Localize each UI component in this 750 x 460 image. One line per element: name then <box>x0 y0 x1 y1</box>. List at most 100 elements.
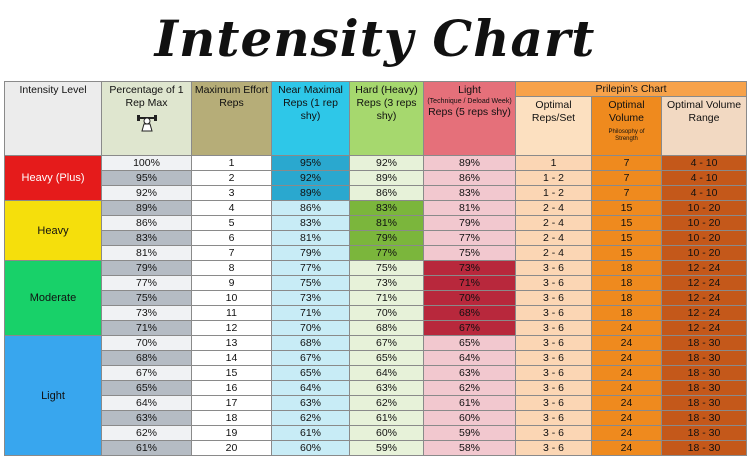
percentage-cell: 63% <box>101 410 192 426</box>
optimal-volume-cell: 15 <box>591 215 662 231</box>
optimal-range-cell: 10 - 20 <box>660 215 748 231</box>
max-effort-cell: 5 <box>191 215 272 231</box>
optimal-range-cell: 18 - 30 <box>660 350 748 366</box>
optimal-reps-cell: 3 - 6 <box>515 260 592 276</box>
optimal-reps-cell: 3 - 6 <box>515 335 592 351</box>
optimal-reps-cell: 3 - 6 <box>515 305 592 321</box>
near-maximal-cell: 77% <box>271 260 350 276</box>
table-row: 68% 14 67% 65% 64% 3 - 6 24 18 - 30 <box>5 350 748 366</box>
near-maximal-cell: 95% <box>271 155 350 171</box>
hard-cell: 59% <box>349 440 424 456</box>
percentage-cell: 70% <box>101 335 192 351</box>
header-light-line3: Reps (5 reps shy) <box>428 106 511 118</box>
optimal-volume-cell: 18 <box>591 260 662 276</box>
near-maximal-cell: 89% <box>271 185 350 201</box>
light-cell: 73% <box>423 260 516 276</box>
optimal-range-cell: 18 - 30 <box>660 410 748 426</box>
optimal-reps-cell: 3 - 6 <box>515 425 592 441</box>
hard-cell: 62% <box>349 395 424 411</box>
table-row: Light 70% 13 68% 67% 65% 3 - 6 24 18 - 30 <box>4 335 748 456</box>
near-maximal-cell: 79% <box>271 245 350 261</box>
table-row: 64% 17 63% 62% 61% 3 - 6 24 18 - 30 <box>5 395 748 411</box>
max-effort-cell: 3 <box>191 185 272 201</box>
optimal-reps-cell: 3 - 6 <box>515 380 592 396</box>
near-maximal-cell: 62% <box>271 410 350 426</box>
table-row: Heavy (Plus) 100% 1 95% 92% 89% 1 7 4 - 10 <box>4 155 748 201</box>
light-cell: 67% <box>423 320 516 336</box>
optimal-range-cell: 4 - 10 <box>660 155 748 171</box>
lifter-icon <box>136 115 157 132</box>
header-light: Light (Technique / Deload Week) Reps (5 … <box>423 81 516 156</box>
hard-cell: 89% <box>349 170 424 186</box>
max-effort-cell: 18 <box>191 410 272 426</box>
chart-title: Intensity Chart <box>154 9 596 68</box>
hard-cell: 86% <box>349 185 424 201</box>
light-cell: 63% <box>423 365 516 381</box>
optimal-range-cell: 4 - 10 <box>660 170 748 186</box>
optimal-range-cell: 4 - 10 <box>660 185 748 201</box>
near-maximal-cell: 71% <box>271 305 350 321</box>
hard-cell: 77% <box>349 245 424 261</box>
table-row: 81% 7 79% 77% 75% 2 - 4 15 10 - 20 <box>5 245 748 261</box>
light-cell: 60% <box>423 410 516 426</box>
table-row: Heavy 89% 4 86% 83% 81% 2 - 4 15 10 - 20 <box>4 200 748 261</box>
light-cell: 62% <box>423 380 516 396</box>
light-cell: 71% <box>423 275 516 291</box>
optimal-range-cell: 18 - 30 <box>660 395 748 411</box>
philosophy-logo: Philosophy of Strength <box>608 129 645 142</box>
optimal-volume-cell: 24 <box>591 395 662 411</box>
header-hard: Hard (Heavy) Reps (3 reps shy) <box>349 81 424 156</box>
light-cell: 59% <box>423 425 516 441</box>
optimal-volume-cell: 24 <box>591 350 662 366</box>
optimal-volume-cell: 24 <box>591 440 662 456</box>
near-maximal-cell: 67% <box>271 350 350 366</box>
optimal-reps-cell: 1 - 2 <box>515 185 592 201</box>
percentage-cell: 65% <box>101 380 192 396</box>
table-row: 75% 10 73% 71% 70% 3 - 6 18 12 - 24 <box>5 290 748 306</box>
near-maximal-cell: 65% <box>271 365 350 381</box>
light-cell: 79% <box>423 215 516 231</box>
optimal-range-cell: 18 - 30 <box>660 365 748 381</box>
near-maximal-cell: 70% <box>271 320 350 336</box>
percentage-cell: 67% <box>101 365 192 381</box>
optimal-volume-cell: 24 <box>591 335 662 351</box>
near-maximal-cell: 63% <box>271 395 350 411</box>
near-maximal-cell: 73% <box>271 290 350 306</box>
intensity-table: Intensity Level Percentage of 1 Rep Max … <box>4 81 748 456</box>
percentage-cell: 75% <box>101 290 192 306</box>
max-effort-cell: 4 <box>191 200 272 216</box>
optimal-reps-cell: 2 - 4 <box>515 245 592 261</box>
percentage-cell: 61% <box>101 440 192 456</box>
optimal-range-cell: 10 - 20 <box>660 200 748 216</box>
percentage-cell: 73% <box>101 305 192 321</box>
table-row: 63% 18 62% 61% 60% 3 - 6 24 18 - 30 <box>5 410 748 426</box>
max-effort-cell: 17 <box>191 395 272 411</box>
table-row: 73% 11 71% 70% 68% 3 - 6 18 12 - 24 <box>5 305 748 321</box>
header-intensity-level: Intensity Level <box>4 81 102 156</box>
near-maximal-cell: 68% <box>271 335 350 351</box>
near-maximal-cell: 64% <box>271 380 350 396</box>
light-cell: 61% <box>423 395 516 411</box>
light-cell: 65% <box>423 335 516 351</box>
max-effort-cell: 19 <box>191 425 272 441</box>
percentage-cell: 81% <box>101 245 192 261</box>
max-effort-cell: 12 <box>191 320 272 336</box>
hard-cell: 60% <box>349 425 424 441</box>
optimal-volume-cell: 24 <box>591 425 662 441</box>
percentage-cell: 86% <box>101 215 192 231</box>
header-near-maximal: Near Maximal Reps (1 rep shy) <box>271 81 350 156</box>
intensity-level-cell: Moderate <box>4 260 102 336</box>
header-light-line1: Light <box>458 84 481 96</box>
table-row: 71% 12 70% 68% 67% 3 - 6 24 12 - 24 <box>5 320 748 336</box>
hard-cell: 65% <box>349 350 424 366</box>
light-cell: 75% <box>423 245 516 261</box>
percentage-cell: 83% <box>101 230 192 246</box>
max-effort-cell: 13 <box>191 335 272 351</box>
percentage-cell: 92% <box>101 185 192 201</box>
optimal-volume-cell: 24 <box>591 320 662 336</box>
max-effort-cell: 6 <box>191 230 272 246</box>
near-maximal-cell: 81% <box>271 230 350 246</box>
light-cell: 86% <box>423 170 516 186</box>
percentage-cell: 79% <box>101 260 192 276</box>
